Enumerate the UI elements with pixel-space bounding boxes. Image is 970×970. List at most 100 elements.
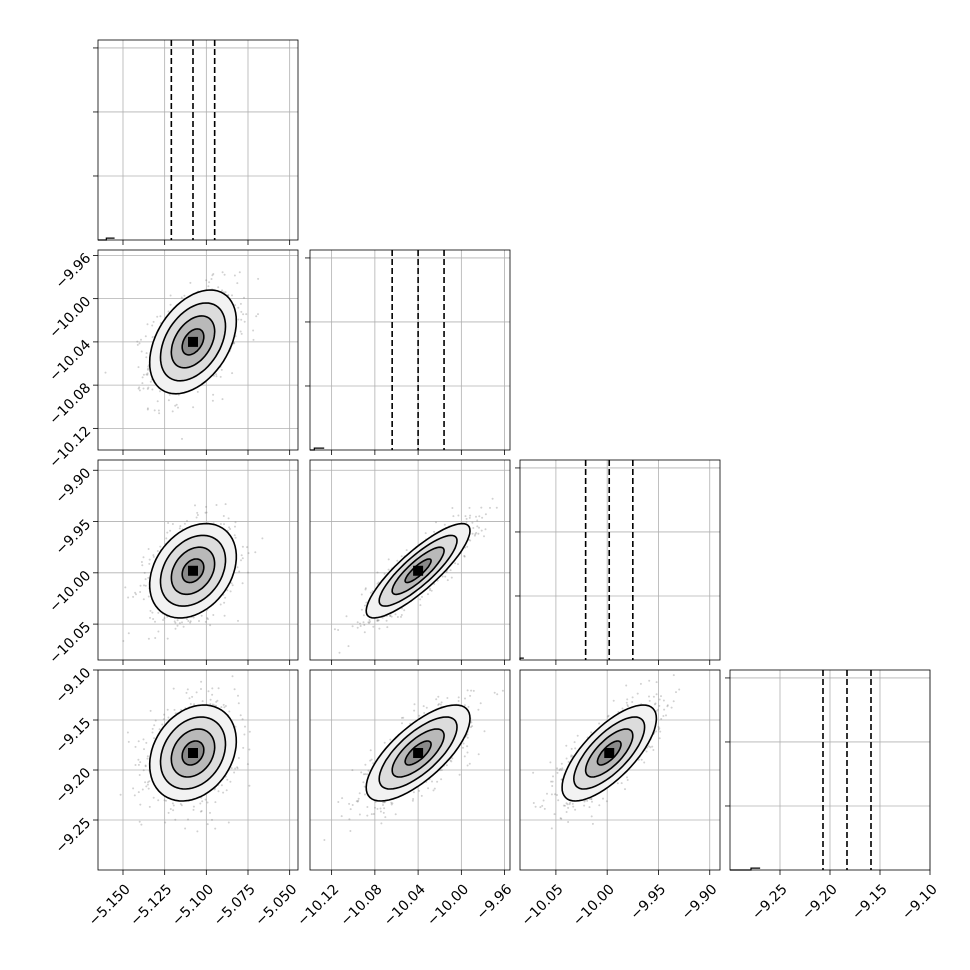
scatter-point (440, 778, 443, 781)
scatter-point (657, 728, 660, 731)
scatter-point (211, 818, 213, 821)
scatter-point (358, 813, 361, 816)
scatter-point (198, 620, 200, 622)
scatter-point (148, 805, 151, 808)
scatter-point (471, 521, 474, 524)
scatter-point (429, 589, 431, 592)
scatter-point (144, 781, 147, 784)
scatter-point (132, 595, 135, 598)
scatter-point (387, 558, 390, 561)
scatter-point (477, 753, 480, 756)
scatter-point (478, 515, 481, 518)
scatter-point (357, 797, 360, 800)
scatter-point (359, 625, 362, 627)
scatter-point (220, 368, 223, 371)
scatter-point (396, 559, 399, 562)
scatter-point (257, 277, 260, 280)
scatter-point (167, 522, 170, 524)
scatter-point (351, 625, 354, 628)
scatter-point (145, 356, 148, 359)
scatter-point (231, 294, 233, 297)
scatter-point (223, 614, 226, 617)
scatter-point (119, 793, 122, 796)
scatter-point (166, 531, 169, 534)
scatter-point (478, 526, 480, 529)
scatter-point (146, 387, 149, 390)
scatter-point (206, 823, 209, 826)
scatter-point (174, 712, 177, 715)
scatter-point (141, 382, 144, 385)
scatter-point (143, 748, 145, 751)
scatter-point (234, 767, 237, 770)
scatter-point (204, 798, 207, 801)
scatter-point (166, 708, 169, 711)
scatter-point (240, 318, 243, 321)
scatter-point (477, 708, 480, 711)
scatter-point (188, 697, 191, 700)
contour-line-2 (159, 716, 227, 790)
panel-frame (309, 249, 511, 451)
scatter-point (626, 704, 629, 706)
scatter-point (161, 723, 164, 726)
scatter-point (144, 335, 147, 338)
scatter-point (445, 570, 448, 573)
scatter-point (210, 278, 213, 280)
scatter-point (156, 400, 159, 403)
scatter-point (169, 808, 172, 810)
scatter-point (369, 749, 372, 752)
scatter-point (467, 705, 470, 708)
scatter-point (204, 511, 207, 514)
contour-line-0 (181, 558, 205, 584)
scatter-point (359, 622, 361, 625)
scatter-point (445, 764, 448, 767)
scatter-point (652, 749, 655, 751)
scatter-point (401, 722, 403, 725)
scatter-point (234, 525, 236, 528)
scatter-point (153, 737, 156, 740)
scatter-point (364, 773, 367, 776)
scatter-point (162, 619, 165, 621)
scatter-point (662, 715, 665, 717)
scatter-point (493, 691, 496, 694)
scatter-point (463, 704, 466, 707)
scatter-point (154, 637, 157, 639)
scatter-point (349, 830, 352, 832)
scatter-point (355, 800, 358, 803)
scatter-point (472, 689, 475, 692)
scatter-point (200, 614, 203, 617)
scatter-point (207, 690, 210, 693)
scatter-point (374, 800, 377, 803)
scatter-point (176, 619, 179, 622)
scatter-point (427, 593, 429, 596)
scatter-point (124, 586, 127, 589)
scatter-point (465, 521, 468, 523)
scatter-point (433, 787, 436, 790)
scatter-point (147, 781, 149, 784)
panel-frame (97, 39, 299, 241)
scatter-point (655, 710, 658, 712)
scatter-point (363, 631, 366, 634)
scatter-point (470, 689, 473, 692)
scatter-point (233, 771, 236, 774)
density-peak (188, 336, 198, 347)
scatter-point (473, 534, 476, 537)
scatter-point (136, 343, 139, 346)
scatter-point (341, 797, 344, 800)
scatter-point (137, 740, 140, 743)
scatter-point (147, 367, 150, 370)
scatter-point (364, 793, 366, 796)
scatter-panel-2-1 (309, 459, 511, 665)
scatter-point (137, 366, 140, 369)
scatter-point (144, 584, 147, 587)
scatter-point (132, 787, 135, 790)
scatter-point (449, 759, 452, 762)
scatter-point (174, 818, 177, 821)
scatter-point (137, 387, 140, 390)
scatter-point (472, 527, 475, 529)
scatter-point (364, 587, 367, 590)
scatter-point (484, 513, 487, 516)
scatter-point (466, 736, 469, 739)
scatter-point (228, 710, 231, 713)
scatter-point (463, 555, 466, 558)
scatter-point (146, 783, 149, 786)
